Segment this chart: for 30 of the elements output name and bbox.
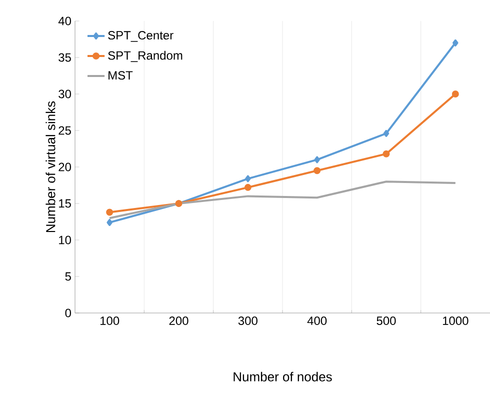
y-tick-label: 25 [58,126,71,135]
y-axis-title: Number of virtual sinks [46,101,56,232]
x-tick-label: 100 [100,316,120,326]
y-tick-label: 10 [59,236,72,244]
point [452,39,458,46]
legend-label: MST [108,71,133,80]
x-axis-title: Number of nodes [234,372,332,382]
y-tick-label: 0 [65,308,72,318]
point [314,156,320,164]
x-tick-label: 1000 [442,316,468,326]
point [245,175,251,182]
y-tick-label: 15 [59,199,71,208]
point [106,218,112,226]
x-tick-label: 200 [169,316,188,326]
y-tick-label: 20 [58,162,72,172]
legend-label: SPT_Random [108,50,182,62]
y-tick-label: 30 [58,90,72,98]
point [314,167,321,174]
point [106,208,114,216]
y-tick-label: 40 [58,16,72,26]
y-tick-label: 35 [58,53,71,62]
x-tick-label: 500 [376,316,396,326]
legend-label: SPT_Center [108,31,174,42]
x-tick-label: 300 [238,316,258,326]
point [382,150,390,158]
y-tick-label: 5 [65,272,71,281]
point [452,90,459,98]
x-tick-label: 400 [307,316,327,326]
point [244,184,252,191]
point [383,130,390,137]
